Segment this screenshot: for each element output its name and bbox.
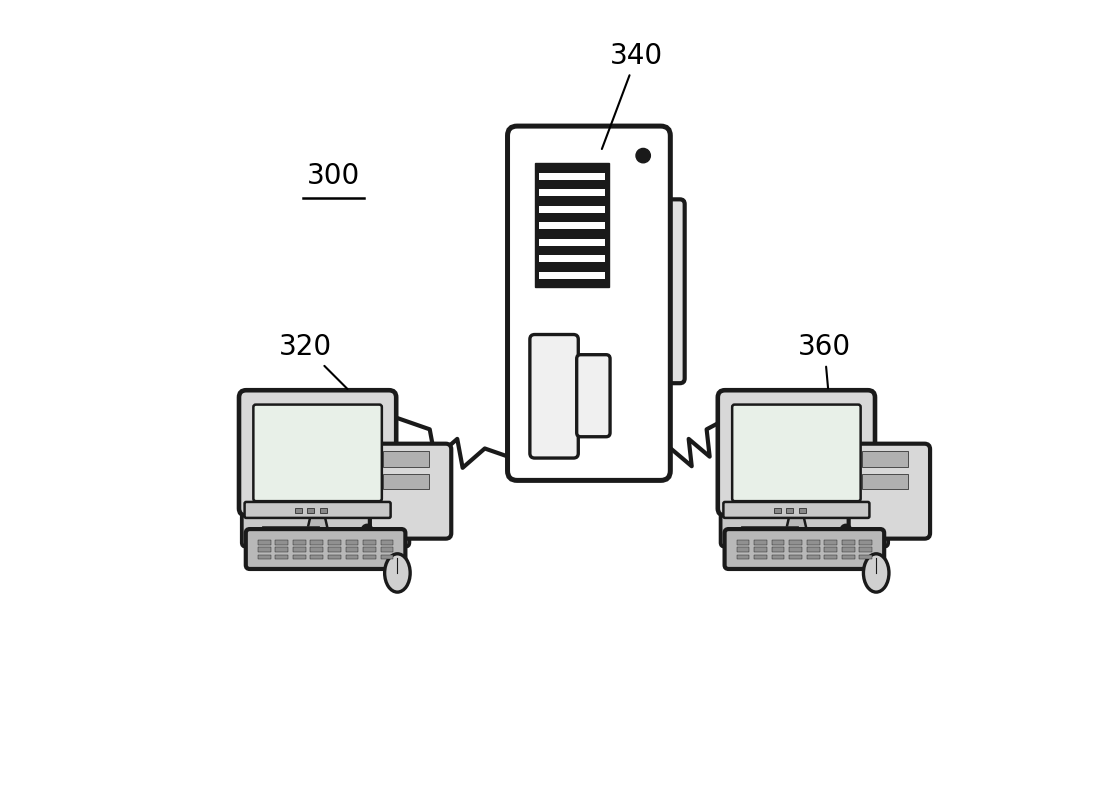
Bar bbox=[786, 508, 793, 513]
Bar bbox=[311, 547, 323, 552]
Bar bbox=[293, 547, 305, 552]
Circle shape bbox=[636, 148, 651, 163]
FancyBboxPatch shape bbox=[723, 502, 869, 518]
Bar bbox=[328, 547, 341, 552]
Bar bbox=[363, 555, 375, 559]
Bar bbox=[754, 547, 766, 552]
FancyBboxPatch shape bbox=[245, 502, 391, 518]
Bar bbox=[859, 555, 872, 559]
Bar bbox=[859, 547, 872, 552]
Text: 360: 360 bbox=[798, 333, 851, 389]
Polygon shape bbox=[535, 164, 609, 287]
Polygon shape bbox=[539, 206, 605, 213]
Bar bbox=[345, 547, 359, 552]
FancyBboxPatch shape bbox=[370, 444, 451, 539]
FancyBboxPatch shape bbox=[242, 513, 409, 547]
Bar bbox=[383, 451, 429, 467]
Circle shape bbox=[361, 524, 373, 535]
Bar bbox=[345, 540, 359, 545]
Bar bbox=[754, 555, 766, 559]
Bar bbox=[789, 555, 802, 559]
Bar bbox=[262, 527, 320, 537]
FancyBboxPatch shape bbox=[240, 390, 397, 516]
Bar bbox=[774, 508, 781, 513]
Bar bbox=[799, 508, 805, 513]
Bar bbox=[381, 547, 393, 552]
Polygon shape bbox=[539, 239, 605, 246]
Bar bbox=[772, 547, 784, 552]
Bar bbox=[311, 540, 323, 545]
Bar bbox=[862, 451, 908, 467]
Bar bbox=[772, 555, 784, 559]
Bar bbox=[363, 540, 375, 545]
Bar bbox=[789, 540, 802, 545]
Bar bbox=[859, 540, 872, 545]
Bar bbox=[381, 540, 393, 545]
Bar bbox=[363, 547, 375, 552]
Polygon shape bbox=[539, 173, 605, 180]
Bar bbox=[293, 555, 305, 559]
Polygon shape bbox=[539, 272, 605, 279]
Bar bbox=[807, 555, 820, 559]
Bar bbox=[736, 547, 750, 552]
Bar bbox=[307, 508, 314, 513]
Bar bbox=[807, 540, 820, 545]
Bar bbox=[345, 555, 359, 559]
FancyBboxPatch shape bbox=[530, 334, 578, 458]
Polygon shape bbox=[539, 223, 605, 229]
Bar bbox=[257, 555, 271, 559]
Polygon shape bbox=[785, 516, 808, 534]
FancyBboxPatch shape bbox=[246, 529, 405, 569]
Polygon shape bbox=[306, 516, 329, 534]
Bar bbox=[257, 540, 271, 545]
FancyBboxPatch shape bbox=[653, 200, 685, 383]
Text: 300: 300 bbox=[307, 161, 360, 190]
FancyBboxPatch shape bbox=[508, 126, 671, 480]
Bar bbox=[736, 555, 750, 559]
FancyBboxPatch shape bbox=[849, 444, 930, 539]
Polygon shape bbox=[539, 189, 605, 196]
Bar bbox=[275, 555, 289, 559]
Bar bbox=[257, 547, 271, 552]
FancyBboxPatch shape bbox=[724, 529, 885, 569]
Bar bbox=[807, 547, 820, 552]
Text: 320: 320 bbox=[280, 333, 348, 389]
Bar bbox=[293, 540, 305, 545]
Bar bbox=[741, 527, 798, 537]
Polygon shape bbox=[539, 255, 605, 263]
Bar bbox=[320, 508, 328, 513]
Bar bbox=[862, 473, 908, 489]
Bar bbox=[824, 540, 837, 545]
Ellipse shape bbox=[384, 554, 410, 592]
Circle shape bbox=[840, 524, 851, 535]
Bar bbox=[328, 540, 341, 545]
FancyBboxPatch shape bbox=[732, 405, 861, 501]
Text: 340: 340 bbox=[602, 41, 663, 149]
Bar bbox=[842, 540, 854, 545]
Bar bbox=[295, 508, 302, 513]
Bar bbox=[311, 555, 323, 559]
Bar bbox=[275, 547, 289, 552]
Bar bbox=[824, 555, 837, 559]
Bar bbox=[383, 473, 429, 489]
Bar bbox=[381, 555, 393, 559]
Bar bbox=[772, 540, 784, 545]
FancyBboxPatch shape bbox=[717, 390, 874, 516]
Ellipse shape bbox=[863, 554, 889, 592]
FancyBboxPatch shape bbox=[253, 405, 382, 501]
Bar bbox=[275, 540, 289, 545]
Bar bbox=[789, 547, 802, 552]
FancyBboxPatch shape bbox=[577, 354, 610, 437]
Bar bbox=[736, 540, 750, 545]
FancyBboxPatch shape bbox=[721, 513, 888, 547]
Bar bbox=[842, 547, 854, 552]
Bar bbox=[328, 555, 341, 559]
Bar bbox=[842, 555, 854, 559]
Bar bbox=[754, 540, 766, 545]
Bar bbox=[824, 547, 837, 552]
